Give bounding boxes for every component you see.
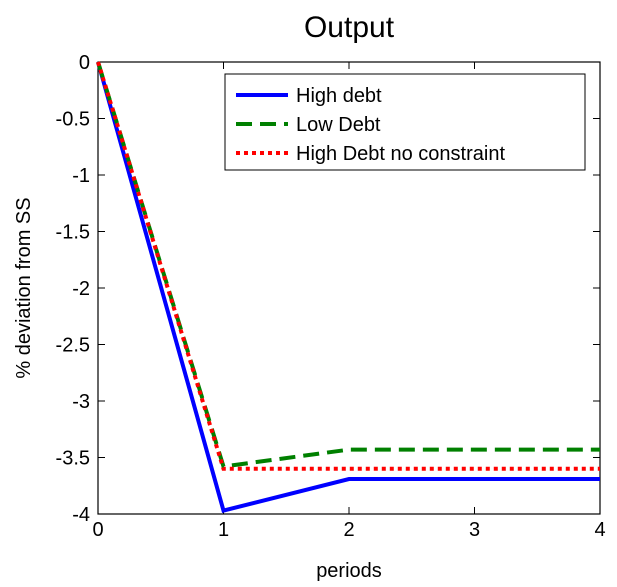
x-axis-label: periods (316, 560, 382, 582)
legend-label-2: High Debt no constraint (296, 143, 505, 165)
y-tick-label: -4 (72, 504, 90, 526)
y-axis-label: % deviation from SS (13, 197, 35, 378)
y-tick-label: -3 (72, 391, 90, 413)
x-tick-label: 0 (92, 519, 103, 541)
x-tick-label: 3 (469, 519, 480, 541)
chart-title: Output (304, 11, 395, 44)
legend-label-1: Low Debt (296, 114, 381, 136)
legend-label-0: High debt (296, 85, 382, 107)
y-tick-label: -3.5 (56, 448, 90, 470)
y-tick-label: -1 (72, 165, 90, 187)
legend: High debt Low Debt High Debt no constraint (224, 73, 586, 171)
x-tick-label: 2 (343, 519, 354, 541)
x-tick-label: 4 (594, 519, 605, 541)
series-line-0 (96, 61, 600, 514)
y-tick-label: -2.5 (56, 335, 90, 357)
series-line-2 (96, 61, 600, 471)
y-tick-label: -1.5 (56, 222, 90, 244)
ticks-group: 0 1 2 3 4 0 -0.5 -1 -1.5 -2 -2.5 -3 -3.5 -4 (56, 52, 606, 541)
y-tick-label: -0.5 (56, 109, 90, 131)
y-tick-label: -2 (72, 278, 90, 300)
series-group (96, 61, 600, 514)
y-tick-label: 0 (79, 52, 90, 74)
x-tick-label: 1 (218, 519, 229, 541)
